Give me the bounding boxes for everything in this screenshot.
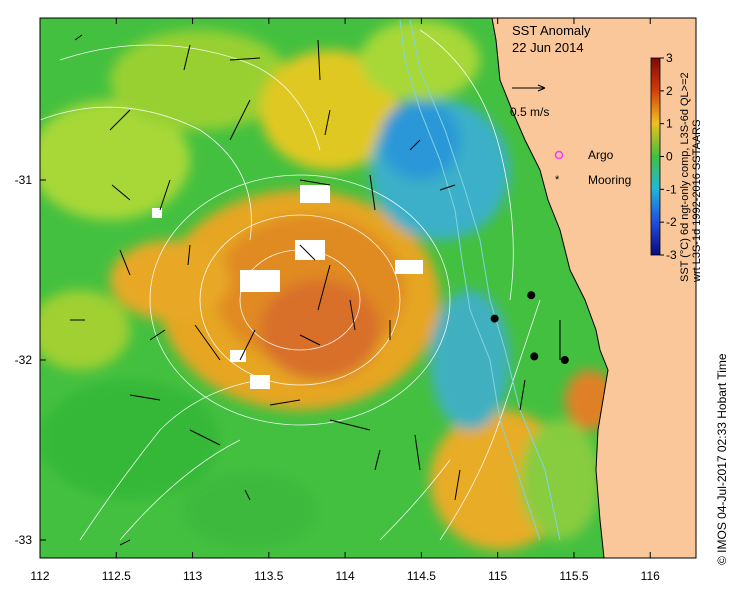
x-tick-label: 113.5 xyxy=(254,569,283,583)
colorbar-tick-label: -1 xyxy=(666,182,677,196)
x-tick-label: 116 xyxy=(641,569,660,583)
x-tick-label: 113 xyxy=(183,569,202,583)
colorbar-ticks: 3 2 1 0 -1 -2 -3 xyxy=(660,51,677,262)
plot-frame xyxy=(39,17,697,559)
credit-text: © IMOS 04-Jul-2017 02:33 Hobart Time xyxy=(715,353,729,565)
mooring-point xyxy=(530,352,539,361)
colorbar-tick-label: 2 xyxy=(666,84,673,98)
scale-label: 0.5 m/s xyxy=(510,105,549,119)
colorbar-tick-label: -2 xyxy=(666,215,677,229)
colorbar-label-1: SST (°C) 6d ngt-only comp, L3S-6d QL>=2 xyxy=(679,72,691,282)
colorbar-tick-label: 3 xyxy=(666,51,673,65)
mooring-point xyxy=(527,291,536,300)
argo-marker xyxy=(554,150,564,160)
x-tick-label: 114 xyxy=(336,569,355,583)
colorbar-tick-label: -3 xyxy=(666,248,677,262)
map-title: SST Anomaly xyxy=(512,23,591,38)
colorbar-label-2: wrt L3S-1d 1992-2016 SSTAARS xyxy=(691,120,703,283)
x-tick-label: 112.5 xyxy=(102,569,131,583)
mooring-marker-icon: * xyxy=(555,174,560,186)
y-tick-label: -33 xyxy=(15,533,33,547)
y-tick-label: -32 xyxy=(15,353,33,367)
current-vectors xyxy=(70,34,561,546)
y-tick-label: -31 xyxy=(15,173,33,187)
sst-field xyxy=(40,18,696,558)
colorbar xyxy=(650,57,661,256)
scale-arrow xyxy=(512,84,546,92)
mooring-point xyxy=(560,356,569,364)
colorbar-tick-label: 0 xyxy=(666,150,673,164)
moorings-layer xyxy=(490,291,569,364)
x-tick-label: 114.5 xyxy=(407,569,436,583)
y-axis: -31 -32 -33 xyxy=(15,173,46,547)
colorbar-tick-label: 1 xyxy=(666,117,673,131)
x-tick-label: 115.5 xyxy=(559,569,588,583)
x-axis: 112 112.5 113 113.5 114 114.5 115 115.5 116 xyxy=(30,18,660,583)
mooring-point xyxy=(490,314,499,323)
legend-mooring: Mooring xyxy=(588,173,631,187)
map-date: 22 Jun 2014 xyxy=(512,40,584,55)
legend-argo: Argo xyxy=(588,148,614,162)
land xyxy=(491,18,696,558)
x-tick-label: 112 xyxy=(30,569,49,583)
x-tick-label: 115 xyxy=(488,569,507,583)
